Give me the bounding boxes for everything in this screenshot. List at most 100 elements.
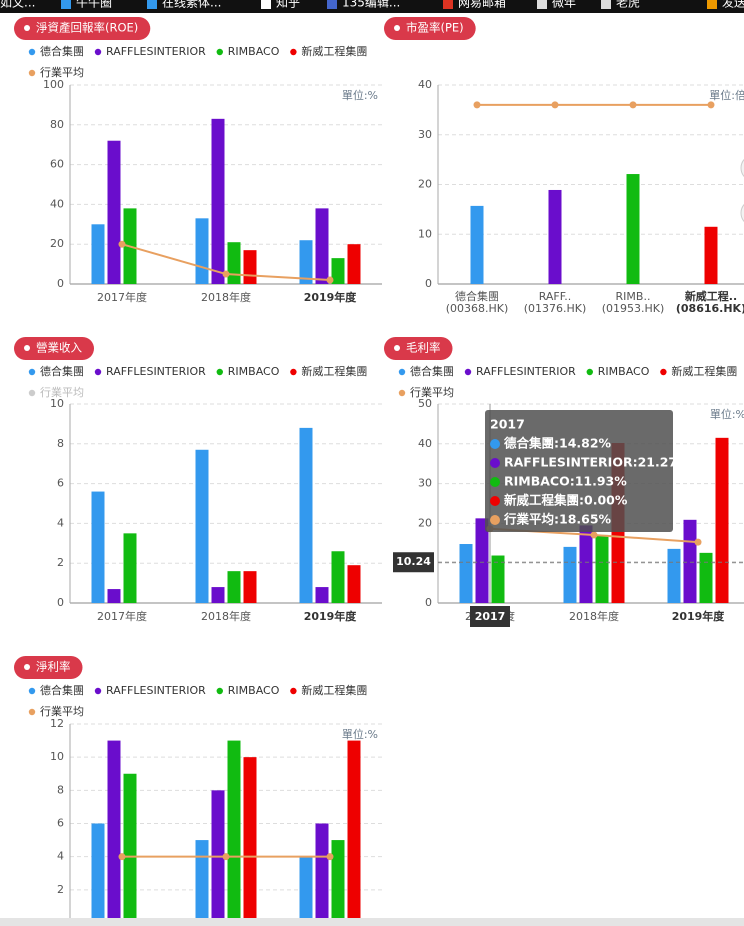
bar <box>704 226 718 284</box>
bookmark[interactable]: 微年 <box>552 0 576 10</box>
legend-label[interactable]: RIMBACO <box>228 365 280 378</box>
legend-marker <box>660 368 667 376</box>
bar <box>211 587 225 603</box>
bar <box>227 242 241 284</box>
bar <box>299 427 313 603</box>
y-tick-label: 20 <box>418 516 432 529</box>
status-strip <box>0 918 744 926</box>
legend-label[interactable]: 新威工程集團 <box>301 44 367 58</box>
bar <box>667 548 681 603</box>
legend-label[interactable]: RAFFLESINTERIOR <box>476 365 576 378</box>
legend-marker <box>290 687 297 695</box>
legend-marker <box>28 687 36 695</box>
y-tick-label: 8 <box>57 437 64 450</box>
bar <box>459 544 473 603</box>
legend-label[interactable]: 新威工程集團 <box>301 364 367 378</box>
y-tick-label: 6 <box>57 477 64 490</box>
y-tick-label: 0 <box>57 596 64 609</box>
bar <box>299 240 313 284</box>
bar <box>331 258 345 284</box>
bookmark-icon <box>327 0 337 9</box>
bar <box>548 189 562 284</box>
legend-label[interactable]: RAFFLESINTERIOR <box>106 365 206 378</box>
bookmark[interactable]: 知乎 <box>276 0 300 10</box>
chart-title: 淨利率 <box>36 660 71 674</box>
bar <box>331 840 345 923</box>
y-tick-label: 6 <box>57 817 64 830</box>
legend-marker <box>586 368 593 376</box>
bar <box>579 525 593 603</box>
line-point <box>222 853 230 861</box>
tooltip-marker <box>490 458 500 468</box>
y-tick-label: 4 <box>57 850 64 863</box>
bookmark[interactable]: 发送 <box>722 0 744 10</box>
pill-dot <box>394 25 400 31</box>
legend-marker <box>398 368 406 376</box>
tooltip-marker <box>490 477 500 487</box>
bookmark-icon <box>537 0 547 9</box>
legend-label[interactable]: 行業平均 <box>410 386 454 399</box>
pointer-x-box <box>470 606 510 627</box>
legend-label[interactable]: 德合集團 <box>410 364 454 378</box>
tooltip-item: 德合集團:14.82% <box>504 436 612 451</box>
x-tick-label: 2017年度 <box>97 290 147 304</box>
y-tick-label: 100 <box>43 78 64 91</box>
legend-label[interactable]: 德合集團 <box>40 364 84 378</box>
bar <box>243 250 257 284</box>
bookmark[interactable]: 如文... <box>0 0 35 10</box>
y-tick-label: 40 <box>418 78 432 91</box>
y-tick-label: 20 <box>50 237 64 250</box>
bookmark[interactable]: 老虎 <box>616 0 640 10</box>
legend-label[interactable]: RIMBACO <box>228 45 280 58</box>
line-point <box>118 853 126 861</box>
bar <box>595 534 609 603</box>
legend-label[interactable]: 行業平均 <box>40 66 84 79</box>
legend-label[interactable]: 德合集團 <box>40 44 84 58</box>
pointer-y-label: 10.24 <box>396 555 431 568</box>
legend-marker <box>28 368 36 376</box>
pointer-x-label: 2017 <box>475 610 506 623</box>
bar <box>347 565 361 603</box>
legend-label[interactable]: RIMBACO <box>598 365 650 378</box>
legend-label[interactable]: RIMBACO <box>228 684 280 697</box>
y-tick-label: 0 <box>57 277 64 290</box>
legend-label[interactable]: RAFFLESINTERIOR <box>106 684 206 697</box>
bar <box>563 546 577 603</box>
legend-marker <box>94 687 102 695</box>
bar <box>347 244 361 284</box>
bookmark[interactable]: 牛牛圈 <box>76 0 112 10</box>
bar <box>315 587 329 603</box>
side-button <box>740 203 744 223</box>
y-tick-label: 30 <box>418 477 432 490</box>
bar <box>491 555 505 603</box>
legend-label[interactable]: 行業平均 <box>40 705 84 718</box>
legend-label[interactable]: RAFFLESINTERIOR <box>106 45 206 58</box>
x-tick-label: (08616.HK) <box>676 302 744 315</box>
legend-label[interactable]: 德合集團 <box>40 683 84 697</box>
y-tick-label: 4 <box>57 516 64 529</box>
x-tick-label: 2019年度 <box>304 609 358 623</box>
y-tick-label: 20 <box>418 178 432 191</box>
legend-marker <box>94 368 102 376</box>
line-point <box>326 853 334 861</box>
tooltip-marker <box>490 439 500 449</box>
bar <box>715 437 729 603</box>
x-tick-label: 2018年度 <box>201 290 251 304</box>
bookmark[interactable]: 网易邮箱 <box>458 0 506 10</box>
tooltip-item: 行業平均:18.65% <box>503 512 612 527</box>
pill-dot <box>24 25 30 31</box>
legend-label[interactable]: 行業平均 <box>40 386 84 399</box>
bookmark[interactable]: 135编辑... <box>342 0 400 10</box>
bookmark[interactable]: 在线素体... <box>162 0 221 10</box>
chart-title: 營業收入 <box>36 341 82 355</box>
unit-label: 單位:倍 <box>709 88 744 102</box>
legend-marker <box>290 368 297 376</box>
bar <box>107 589 121 603</box>
legend-label[interactable]: 新威工程集團 <box>671 364 737 378</box>
legend-label[interactable]: 新威工程集團 <box>301 683 367 697</box>
y-tick-label: 12 <box>50 717 64 730</box>
x-tick-label: 德合集團 <box>455 289 499 303</box>
legend-marker <box>28 48 36 56</box>
bar <box>315 208 329 284</box>
